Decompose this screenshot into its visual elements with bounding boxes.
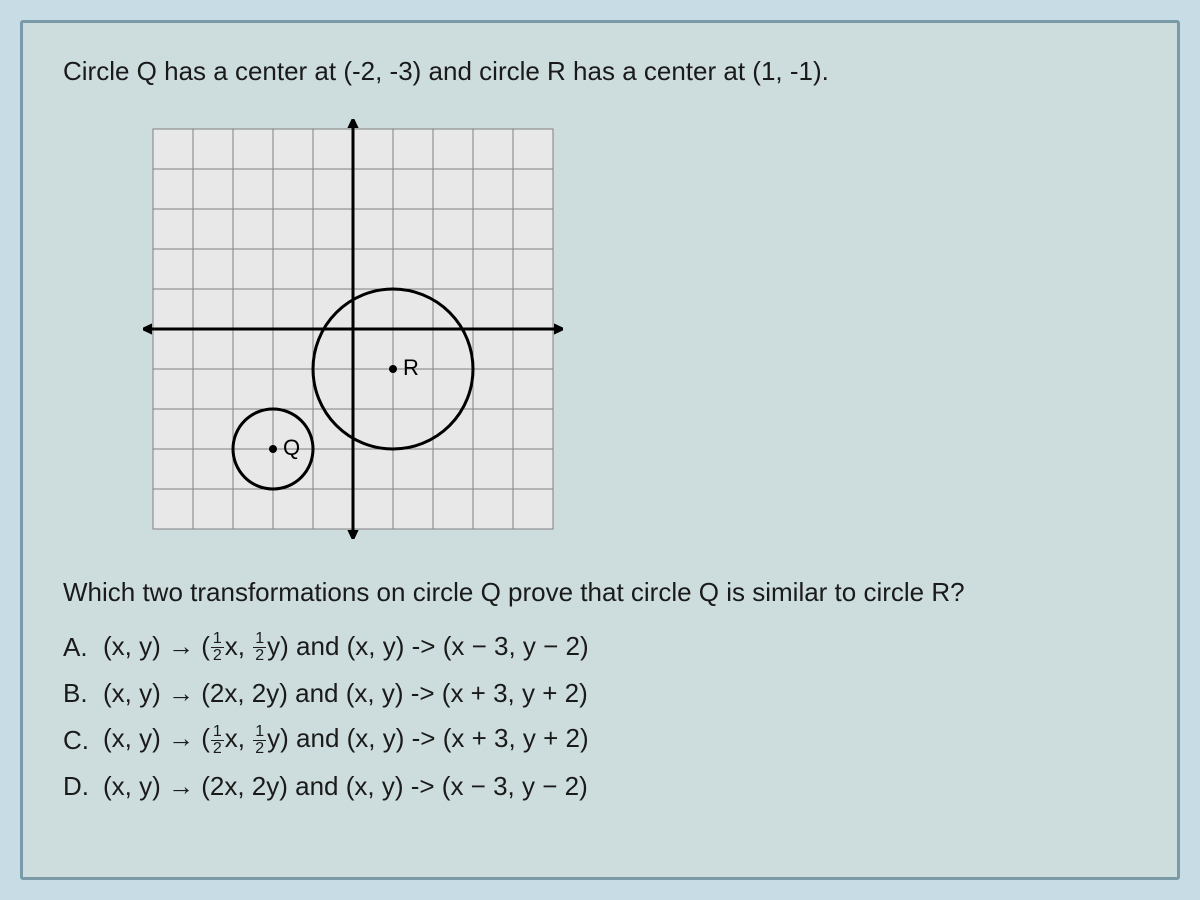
question-prompt: Which two transformations on circle Q pr…: [63, 574, 1137, 610]
choice-content: (x, y) → (12x, 12y) and (x, y) -> (x + 3…: [103, 723, 589, 757]
choice-content: (x, y) → (2x, 2y) and (x, y) -> (x − 3, …: [103, 771, 588, 802]
fraction-half: 12: [211, 724, 224, 757]
choice-content: (x, y) → (2x, 2y) and (x, y) -> (x + 3, …: [103, 678, 588, 709]
choice-letter: A.: [63, 632, 103, 663]
answer-choices: A. (x, y) → (12x, 12y) and (x, y) -> (x …: [63, 631, 1137, 802]
choice-b[interactable]: B. (x, y) → (2x, 2y) and (x, y) -> (x + …: [63, 678, 1137, 709]
choice-letter: D.: [63, 771, 103, 802]
coordinate-graph: RQ: [143, 119, 563, 539]
fraction-half: 12: [253, 724, 266, 757]
svg-text:R: R: [403, 355, 419, 380]
choice-d[interactable]: D. (x, y) → (2x, 2y) and (x, y) -> (x − …: [63, 771, 1137, 802]
question-frame: Circle Q has a center at (-2, -3) and ci…: [20, 20, 1180, 880]
fraction-half: 12: [253, 631, 266, 664]
choice-letter: B.: [63, 678, 103, 709]
question-intro: Circle Q has a center at (-2, -3) and ci…: [63, 53, 1137, 89]
choice-content: (x, y) → (12x, 12y) and (x, y) -> (x − 3…: [103, 631, 589, 665]
choice-c[interactable]: C. (x, y) → (12x, 12y) and (x, y) -> (x …: [63, 723, 1137, 757]
fraction-half: 12: [211, 631, 224, 664]
svg-text:Q: Q: [283, 435, 300, 460]
choice-letter: C.: [63, 725, 103, 756]
choice-a[interactable]: A. (x, y) → (12x, 12y) and (x, y) -> (x …: [63, 631, 1137, 665]
graph-container: RQ: [143, 119, 1137, 544]
